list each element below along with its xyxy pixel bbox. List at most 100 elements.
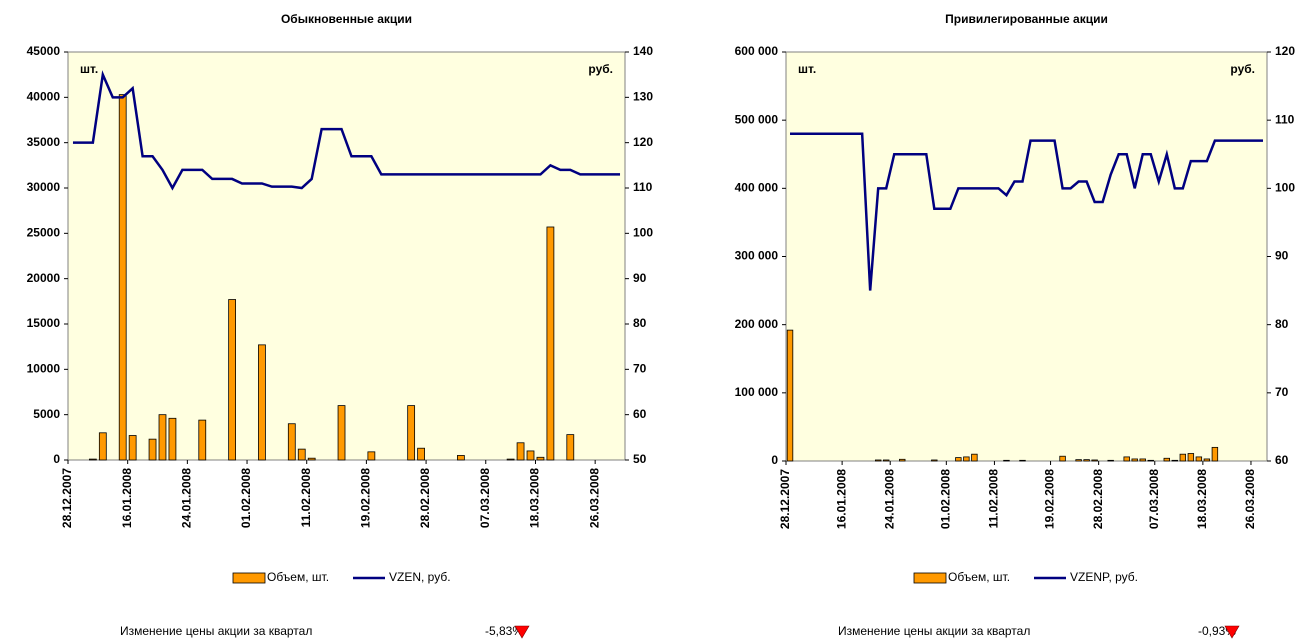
y-tick-label: 600 000 xyxy=(735,44,779,58)
x-tick-label: 11.02.2008 xyxy=(987,469,1001,529)
legend-label: Объем, шт. xyxy=(948,570,1010,584)
bar xyxy=(1091,459,1098,462)
footer-value: -5,83% xyxy=(485,624,523,638)
bar xyxy=(307,457,316,461)
footer-label: Изменение цены акции за квартал xyxy=(838,624,1030,638)
legend-swatch xyxy=(913,572,947,584)
bar xyxy=(1147,459,1154,462)
bar xyxy=(88,458,97,461)
bar xyxy=(955,457,962,462)
bar xyxy=(367,451,376,461)
y2-tick-label: 70 xyxy=(633,362,647,376)
x-tick-label: 28.02.2008 xyxy=(418,468,432,528)
y-tick-label: 100 000 xyxy=(735,385,779,399)
bar xyxy=(971,453,978,462)
y-tick-label: 40000 xyxy=(27,90,61,104)
bar xyxy=(1075,459,1082,462)
x-tick-label: 24.01.2008 xyxy=(180,468,194,528)
y2-tick-label: 120 xyxy=(633,135,653,149)
x-tick-label: 26.03.2008 xyxy=(587,468,601,528)
y-tick-label: 30000 xyxy=(27,180,61,194)
x-tick-label: 24.01.2008 xyxy=(882,469,896,529)
bar xyxy=(1179,453,1187,462)
y2-tick-label: 80 xyxy=(633,316,647,330)
chart-title: Обыкновенные акции xyxy=(281,12,412,26)
plot-area xyxy=(67,51,626,461)
bar xyxy=(899,458,906,462)
bar xyxy=(148,438,157,461)
bar xyxy=(546,226,555,461)
bar xyxy=(1003,459,1010,462)
x-tick-label: 07.03.2008 xyxy=(478,468,492,528)
bar xyxy=(963,456,970,462)
bar xyxy=(874,459,882,462)
x-tick-label: 26.03.2008 xyxy=(1243,469,1257,529)
y-unit: шт. xyxy=(798,62,816,76)
y2-tick-label: 60 xyxy=(1275,453,1289,467)
bar xyxy=(1171,459,1179,462)
bar xyxy=(128,435,137,461)
bar xyxy=(118,94,127,461)
bar xyxy=(417,447,425,461)
x-tick-label: 16.01.2008 xyxy=(120,468,134,528)
down-arrow xyxy=(1224,625,1240,639)
down-arrow xyxy=(514,625,530,639)
bar xyxy=(526,450,535,461)
x-tick-label: 11.02.2008 xyxy=(299,468,313,528)
y-tick-label: 10000 xyxy=(27,362,61,376)
y-tick-label: 400 000 xyxy=(735,181,779,195)
bar xyxy=(1131,458,1138,462)
bar xyxy=(1139,458,1146,462)
y2-tick-label: 60 xyxy=(633,407,647,421)
bar xyxy=(407,405,416,461)
bar xyxy=(1211,446,1219,462)
bar xyxy=(786,329,794,462)
bar xyxy=(566,434,575,461)
x-tick-label: 16.01.2008 xyxy=(834,469,848,529)
x-tick-label: 28.02.2008 xyxy=(1091,469,1105,529)
x-tick-label: 07.03.2008 xyxy=(1147,469,1161,529)
y2-tick-label: 70 xyxy=(1275,385,1289,399)
y-tick-label: 35000 xyxy=(27,135,61,149)
x-tick-label: 01.02.2008 xyxy=(939,469,953,529)
y-tick-label: 15000 xyxy=(27,316,61,330)
y2-tick-label: 100 xyxy=(633,226,653,240)
x-tick-label: 18.03.2008 xyxy=(528,468,542,528)
y2-tick-label: 110 xyxy=(633,180,653,194)
y-tick-label: 0 xyxy=(771,453,778,467)
x-tick-label: 18.03.2008 xyxy=(1195,469,1209,529)
bar xyxy=(931,459,938,462)
legend-label: VZENP, руб. xyxy=(1070,570,1138,584)
bar xyxy=(1107,459,1114,462)
y2-tick-label: 90 xyxy=(1275,249,1289,263)
bar xyxy=(168,417,177,461)
legend-swatch xyxy=(232,572,266,584)
y2-tick-label: 140 xyxy=(633,44,653,58)
bar xyxy=(1019,459,1026,462)
bar xyxy=(198,419,207,461)
bar xyxy=(228,299,236,461)
bar xyxy=(1083,459,1090,462)
y-tick-label: 20000 xyxy=(27,271,61,285)
legend-label: VZEN, руб. xyxy=(389,570,451,584)
y-tick-label: 45000 xyxy=(27,44,61,58)
line xyxy=(72,70,621,191)
bar xyxy=(1163,457,1170,462)
chart-title: Привилегированные акции xyxy=(945,12,1108,26)
bar xyxy=(158,414,167,461)
line xyxy=(790,132,1263,291)
y2-tick-label: 130 xyxy=(633,90,653,104)
bar xyxy=(536,456,545,461)
bar xyxy=(457,455,465,461)
y-tick-label: 300 000 xyxy=(735,249,779,263)
y-tick-label: 25000 xyxy=(27,226,61,240)
y2-unit: руб. xyxy=(1230,62,1255,76)
plot-area xyxy=(785,51,1268,462)
bar xyxy=(297,448,306,461)
y2-unit: руб. xyxy=(588,62,613,76)
bar xyxy=(98,432,107,461)
y2-tick-label: 80 xyxy=(1275,317,1289,331)
footer-label: Изменение цены акции за квартал xyxy=(120,624,312,638)
bar xyxy=(1123,456,1130,462)
